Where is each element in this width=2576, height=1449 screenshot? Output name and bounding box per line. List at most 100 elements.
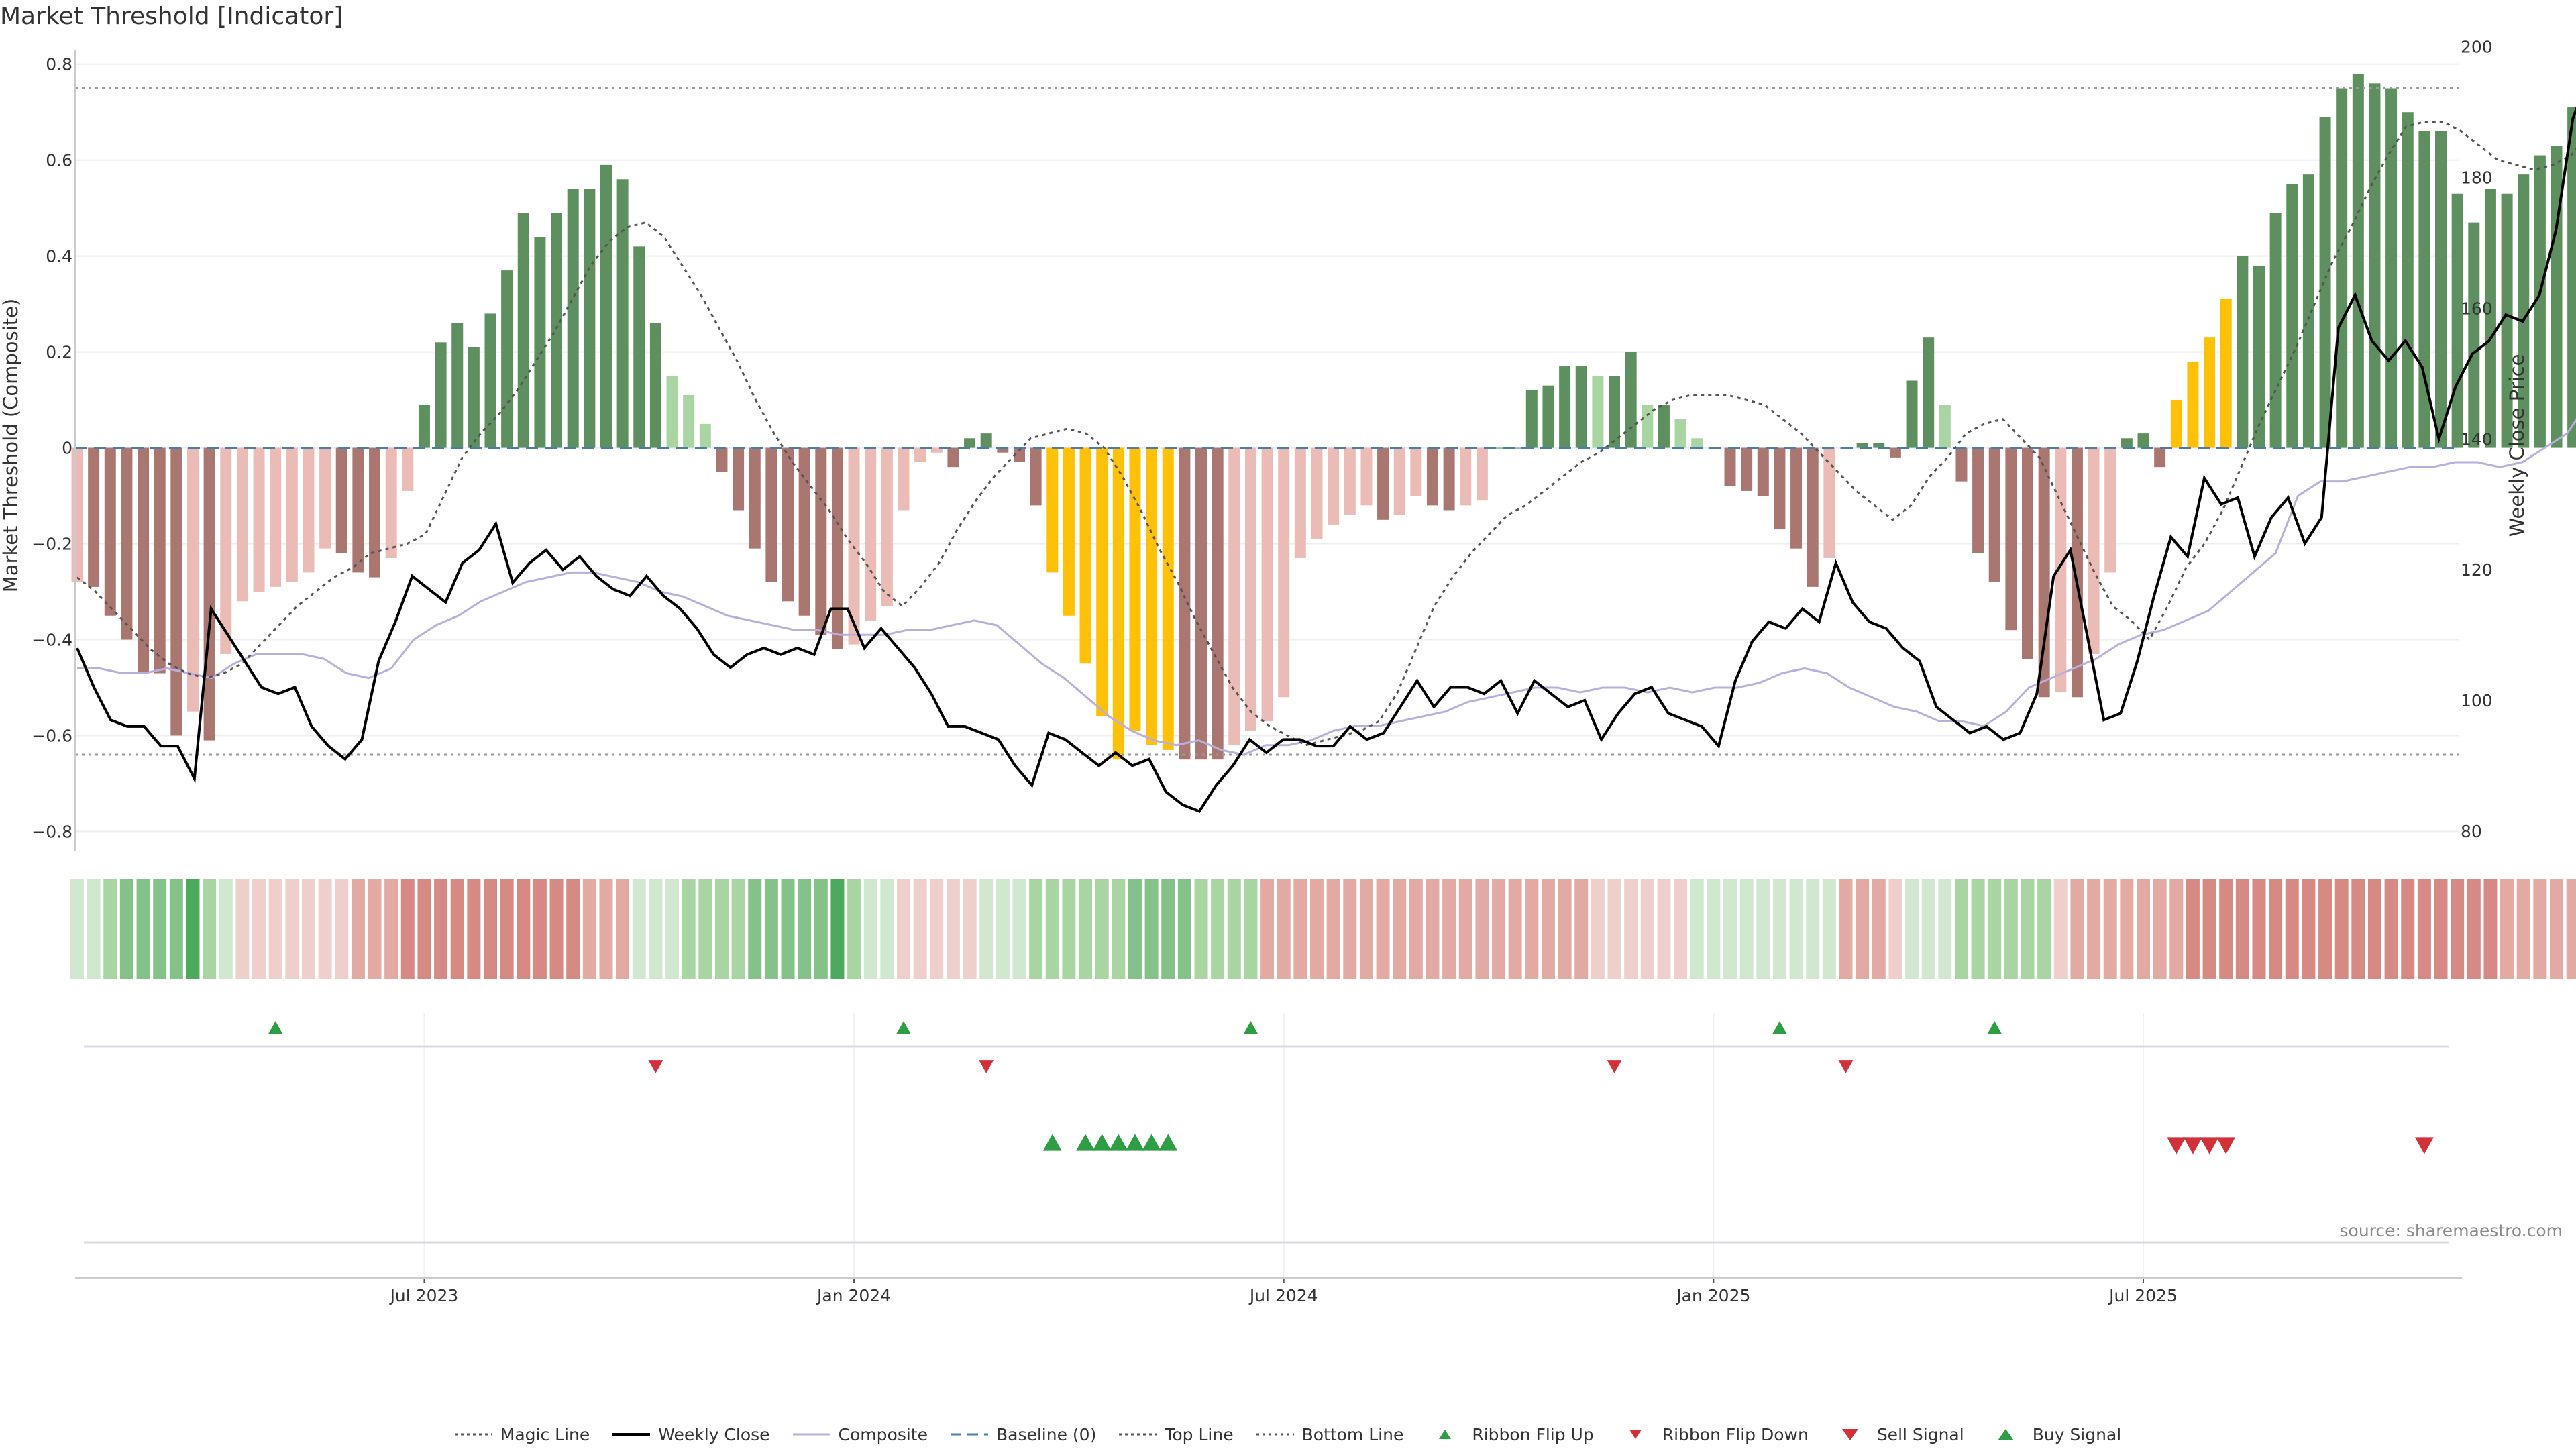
composite-bar	[71, 447, 83, 582]
composite-bar	[335, 447, 347, 553]
ribbon-cell	[1144, 879, 1159, 979]
composite-bar	[1377, 447, 1389, 520]
composite-bar	[2088, 447, 2100, 654]
ribbon-cell	[1690, 879, 1704, 979]
sell-signal-marker	[2414, 1137, 2434, 1155]
composite-bar	[2402, 112, 2414, 448]
composite-bar	[2137, 433, 2149, 448]
composite-bars	[71, 74, 2576, 760]
ribbon-cell	[1839, 879, 1853, 979]
composite-bar	[2038, 447, 2050, 698]
composite-bar	[1923, 337, 1935, 448]
composite-bar	[2518, 174, 2530, 448]
composite-bar	[418, 405, 430, 448]
ribbon-cell	[830, 879, 845, 979]
composite-bar	[2071, 447, 2083, 698]
ribbon-cell	[1029, 879, 1043, 979]
ribbon-cell	[1541, 879, 1555, 979]
composite-bar	[2319, 117, 2331, 448]
ribbon-cell	[1789, 879, 1803, 979]
composite-bar	[1988, 447, 2000, 582]
ribbon-cell	[1988, 879, 2002, 979]
composite-bar	[1294, 447, 1306, 558]
composite-bar	[1559, 366, 1571, 448]
composite-bar	[584, 189, 596, 448]
x-tick-label: Jul 2025	[2108, 1286, 2178, 1305]
ribbon-cell	[2318, 879, 2332, 979]
ribbon-cell	[2186, 879, 2200, 979]
ribbon-cell	[533, 879, 547, 979]
ribbon-cell	[2516, 879, 2530, 979]
ribbon-cell	[2483, 879, 2498, 979]
composite-bar	[1674, 419, 1686, 448]
ribbon-cell	[2235, 879, 2249, 979]
composite-bar	[649, 323, 661, 448]
triangle-up-small-icon	[1426, 1428, 1464, 1440]
ribbon-cell	[186, 879, 200, 979]
ribbon-cell	[384, 879, 398, 979]
legend-item: Bottom Line	[1256, 1425, 1403, 1444]
composite-bar	[451, 323, 464, 448]
legend-label: Ribbon Flip Up	[1472, 1424, 1594, 1444]
ribbon-cell	[963, 879, 977, 979]
composite-bar	[2435, 131, 2447, 448]
ribbon-cell	[1112, 879, 1126, 979]
ribbon-cell	[1492, 879, 1506, 979]
ribbon-cell	[2037, 879, 2051, 979]
ribbon-flip-up-marker	[896, 1021, 911, 1034]
ribbon-cell	[1822, 879, 1836, 979]
ribbon-cell	[268, 879, 282, 979]
composite-bar	[2286, 184, 2298, 448]
legend-item: Weekly Close	[612, 1425, 770, 1444]
composite-bar	[1179, 447, 1191, 760]
ribbon-cell	[2434, 879, 2448, 979]
ribbon-cell	[1227, 879, 1241, 979]
legend-item: Top Line	[1119, 1425, 1234, 1444]
composite-bar	[1393, 447, 1405, 515]
ribbon-cell	[979, 879, 994, 979]
composite-bar	[1261, 447, 1273, 722]
ribbon-cell	[1177, 879, 1191, 979]
y-tick-label: 0.8	[46, 55, 72, 74]
dashed-line-icon	[950, 1428, 988, 1440]
composite-bar	[236, 447, 248, 602]
y2-tick-label: 180	[2461, 168, 2493, 188]
composite-bar	[964, 438, 976, 448]
y2-tick-label: 200	[2461, 38, 2493, 57]
composite-bar	[369, 447, 381, 578]
ribbon-cell	[1723, 879, 1737, 979]
composite-bar	[947, 447, 959, 468]
ribbon-cell	[616, 879, 630, 979]
ribbon-cell	[368, 879, 382, 979]
buy-signal-marker	[1142, 1134, 1161, 1151]
composite-bar	[1955, 447, 1968, 482]
composite-bar	[104, 447, 116, 616]
y2-tick-label: 80	[2461, 822, 2482, 841]
y2-tick-label: 100	[2461, 691, 2493, 710]
ribbon-cell	[1012, 879, 1026, 979]
sell-signal-marker	[2183, 1137, 2202, 1155]
ribbon-cell	[1194, 879, 1208, 979]
composite-bar	[1146, 447, 1158, 745]
ribbon-cell	[781, 879, 795, 979]
ribbon-cell	[1458, 879, 1472, 979]
composite-bar	[749, 447, 761, 549]
composite-bar	[1509, 447, 1521, 449]
ribbon-cell	[2269, 879, 2283, 979]
composite-bar	[2154, 447, 2166, 468]
ribbon-cell	[1806, 879, 1820, 979]
composite-bar	[930, 447, 943, 453]
ribbon-cell	[1971, 879, 1985, 979]
ribbon-cell	[847, 879, 861, 979]
ribbon-cell	[2153, 879, 2167, 979]
y2-axis-label: Weekly Close Price	[2506, 354, 2528, 537]
composite-bar	[1823, 447, 1835, 558]
ribbon-cell	[2219, 879, 2233, 979]
light-line-icon	[792, 1428, 830, 1440]
composite-bar	[1691, 438, 1703, 448]
composite-bar	[1112, 447, 1124, 760]
ribbon-cell	[1624, 879, 1638, 979]
ribbon-cell	[136, 879, 150, 979]
ribbon-cell	[1442, 879, 1456, 979]
composite-bar	[616, 179, 629, 448]
